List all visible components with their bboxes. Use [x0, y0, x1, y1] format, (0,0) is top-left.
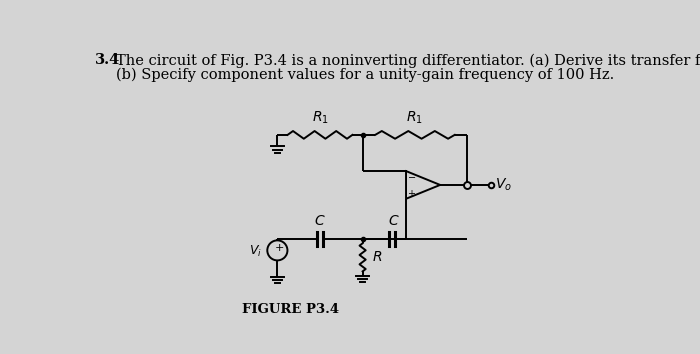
- Text: $+$: $+$: [407, 188, 416, 199]
- Text: $R_1$: $R_1$: [312, 109, 328, 126]
- Text: $V_i$: $V_i$: [249, 244, 262, 259]
- Text: $C$: $C$: [388, 214, 400, 228]
- Text: $-$: $-$: [407, 171, 416, 182]
- Text: The circuit of Fig. P3.4 is a noninverting differentiator. (a) Derive its transf: The circuit of Fig. P3.4 is a noninverti…: [116, 53, 700, 68]
- Text: 3.4: 3.4: [95, 53, 120, 67]
- Text: (b) Specify component values for a unity-gain frequency of 100 Hz.: (b) Specify component values for a unity…: [116, 67, 615, 81]
- Text: $R$: $R$: [372, 250, 382, 264]
- Text: $V_o$: $V_o$: [495, 177, 512, 193]
- Text: $+$: $+$: [274, 242, 284, 253]
- Text: $C$: $C$: [314, 214, 326, 228]
- Text: FIGURE P3.4: FIGURE P3.4: [242, 303, 340, 316]
- Text: $R_1$: $R_1$: [407, 109, 424, 126]
